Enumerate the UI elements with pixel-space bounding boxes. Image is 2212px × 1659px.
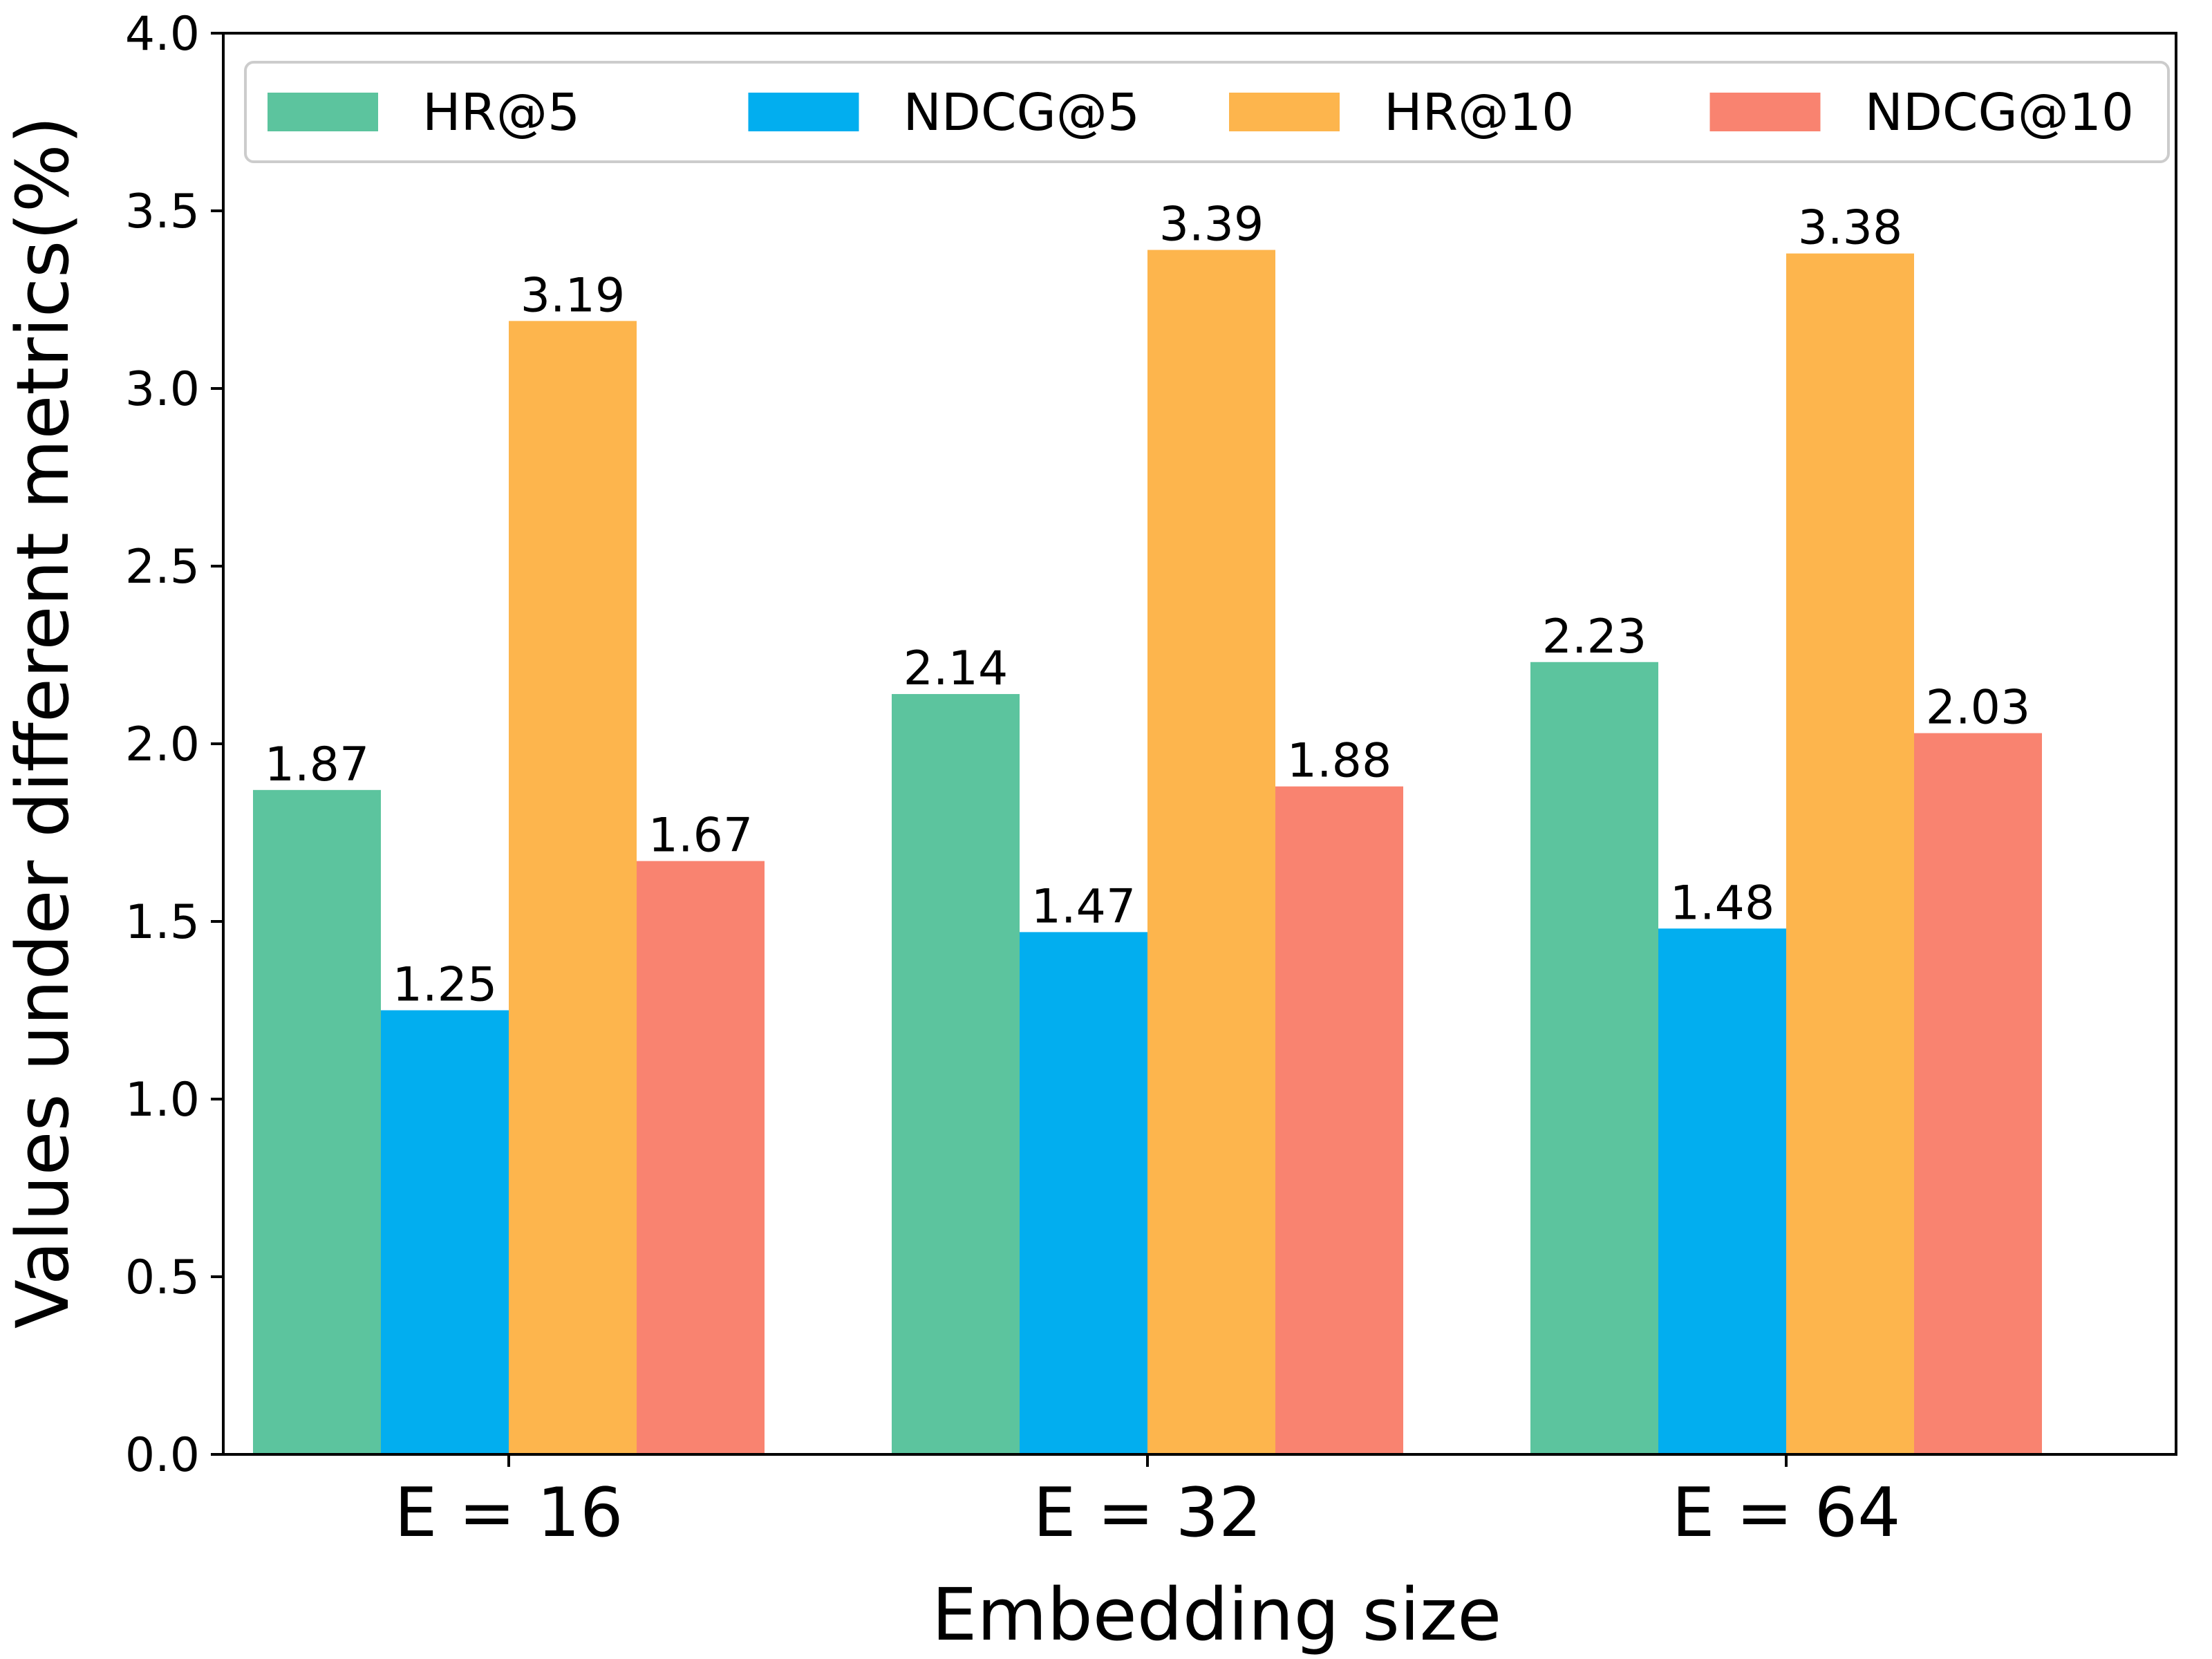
legend-label: HR@5 [422, 83, 580, 142]
bar-hr-at-10-1 [509, 321, 637, 1455]
legend-swatch [748, 93, 859, 131]
y-tick-label: 1.5 [125, 895, 200, 950]
legend-swatch [1229, 93, 1340, 131]
data-label: 2.14 [903, 641, 1008, 696]
data-label: 3.38 [1798, 201, 1902, 256]
bar-ndcg-at-10-3 [1914, 733, 2042, 1454]
data-label: 1.48 [1670, 876, 1774, 930]
data-label: 1.87 [265, 738, 369, 792]
y-tick-label: 3.0 [125, 362, 200, 417]
y-tick-label: 2.5 [125, 540, 200, 594]
legend-label: NDCG@5 [903, 83, 1140, 142]
legend-swatch [268, 93, 378, 131]
data-label: 1.67 [648, 809, 753, 863]
x-tick-label: E = 32 [1033, 1474, 1262, 1553]
bar-hr-at-5-2 [892, 694, 1020, 1454]
bars-layer [253, 250, 2042, 1455]
bar-ndcg-at-5-2 [1020, 932, 1147, 1454]
y-tick-label: 1.0 [125, 1073, 200, 1127]
data-label: 3.19 [521, 268, 625, 323]
y-tick-label: 4.0 [125, 7, 200, 62]
legend-label: HR@10 [1384, 83, 1574, 142]
y-tick-label: 0.0 [125, 1428, 200, 1483]
data-label: 1.47 [1031, 879, 1136, 934]
bar-ndcg-at-10-2 [1275, 786, 1403, 1454]
bar-hr-at-10-3 [1786, 253, 1914, 1455]
legend-label: NDCG@10 [1865, 83, 2135, 142]
y-tick-label: 0.5 [125, 1250, 200, 1305]
axes-layer: 0.0 0.5 1.0 1.5 2.0 2.5 3.0 3.5 4.0 E = 16 E = 32 E… [125, 7, 2177, 1553]
bar-ndcg-at-5-1 [381, 1010, 509, 1454]
bar-ndcg-at-10-1 [637, 861, 765, 1454]
legend-frame [244, 61, 2170, 163]
x-tick-label: E = 64 [1671, 1474, 1900, 1553]
data-labels-layer: 1.87 1.25 3.19 1.67 2.14 1.47 3.39 1.88 2.23 1.48… [265, 198, 2030, 1013]
y-tick-label: 3.5 [125, 185, 200, 239]
y-tick-label: 2.0 [125, 718, 200, 772]
data-label: 1.88 [1287, 734, 1391, 789]
bar-hr-at-5-1 [253, 789, 381, 1454]
bar-hr-at-5-3 [1530, 662, 1658, 1454]
data-label: 3.39 [1159, 198, 1264, 252]
legend: HR@5 NDCG@5 HR@10 NDCG@10 [244, 61, 2170, 163]
bar-hr-at-10-2 [1147, 250, 1275, 1454]
x-tick-label: E = 16 [394, 1474, 623, 1553]
bar-ndcg-at-5-3 [1658, 928, 1786, 1454]
y-axis-title: Values under different metrics(%) [1, 116, 85, 1329]
x-axis-title: Embedding size [932, 1573, 1502, 1657]
legend-swatch [1709, 93, 1821, 131]
data-label: 2.23 [1542, 610, 1647, 664]
data-label: 1.25 [393, 958, 497, 1013]
data-label: 2.03 [1926, 681, 2030, 735]
